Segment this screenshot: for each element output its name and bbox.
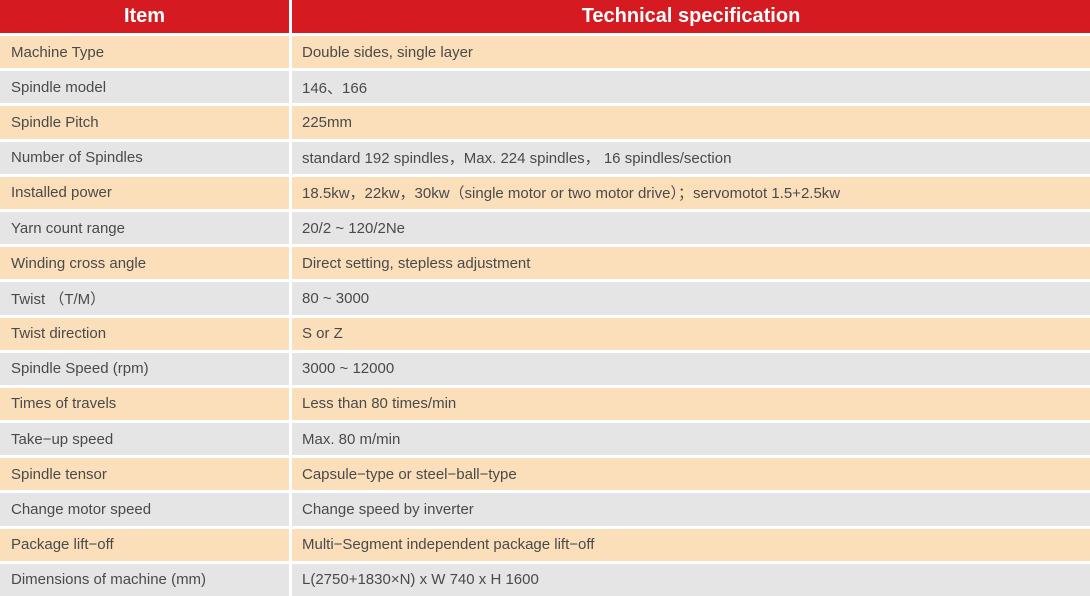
table-row: Change motor speed Change speed by inver… (0, 493, 1090, 526)
table-row: Winding cross angle Direct setting, step… (0, 247, 1090, 280)
spec-cell: S or Z (292, 317, 1090, 350)
header-item-cell: Item (0, 0, 289, 33)
item-cell: Installed power (0, 176, 289, 209)
table-row: Yarn count range 20/2 ~ 120/2Ne (0, 211, 1090, 245)
spec-cell: Change speed by inverter (292, 493, 1090, 526)
item-cell: Yarn count range (0, 211, 289, 245)
spec-cell: Max. 80 m/min (292, 423, 1090, 456)
table-row: Dimensions of machine (mm) L(2750+1830×N… (0, 563, 1090, 596)
spec-cell: 146、166 (292, 71, 1090, 104)
header-spec-cell: Technical specification (292, 0, 1090, 33)
spec-cell: Capsule−type or steel−ball−type (292, 458, 1090, 491)
spec-cell: Direct setting, stepless adjustment (292, 247, 1090, 280)
spec-cell: Double sides, single layer (292, 36, 1090, 69)
table-row: Spindle model 146、166 (0, 71, 1090, 104)
table-row: Spindle tensor Capsule−type or steel−bal… (0, 458, 1090, 491)
spec-cell: Multi−Segment independent package lift−o… (292, 528, 1090, 561)
table-body: Machine Type Double sides, single layer … (0, 33, 1090, 596)
spec-cell: 80 ~ 3000 (292, 282, 1090, 315)
spec-cell: 225mm (292, 106, 1090, 139)
table-row: Number of Spindles standard 192 spindles… (0, 141, 1090, 174)
table-row: Twist （T/M） 80 ~ 3000 (0, 282, 1090, 315)
table-header-row: Item Technical specification (0, 0, 1090, 33)
spec-cell: standard 192 spindles，Max. 224 spindles，… (292, 141, 1090, 174)
spec-cell: L(2750+1830×N) x W 740 x H 1600 (292, 563, 1090, 596)
item-cell: Spindle tensor (0, 458, 289, 491)
item-cell: Times of travels (0, 387, 289, 421)
item-cell: Take−up speed (0, 423, 289, 456)
table-row: Times of travels Less than 80 times/min (0, 387, 1090, 421)
spec-cell: 18.5kw，22kw，30kw（single motor or two mot… (292, 176, 1090, 209)
item-cell: Dimensions of machine (mm) (0, 563, 289, 596)
spec-cell: 3000 ~ 12000 (292, 352, 1090, 385)
table-row: Package lift−off Multi−Segment independe… (0, 528, 1090, 561)
item-cell: Package lift−off (0, 528, 289, 561)
table-row: Spindle Speed (rpm) 3000 ~ 12000 (0, 352, 1090, 385)
table-row: Twist direction S or Z (0, 317, 1090, 350)
item-cell: Machine Type (0, 36, 289, 69)
table-row: Take−up speed Max. 80 m/min (0, 423, 1090, 456)
item-cell: Number of Spindles (0, 141, 289, 174)
item-cell: Change motor speed (0, 493, 289, 526)
spec-cell: Less than 80 times/min (292, 387, 1090, 421)
item-cell: Winding cross angle (0, 247, 289, 280)
item-cell: Spindle Pitch (0, 106, 289, 139)
item-cell: Twist （T/M） (0, 282, 289, 315)
spec-cell: 20/2 ~ 120/2Ne (292, 211, 1090, 245)
item-cell: Twist direction (0, 317, 289, 350)
table-row: Spindle Pitch 225mm (0, 106, 1090, 139)
table-row: Machine Type Double sides, single layer (0, 36, 1090, 69)
table-row: Installed power 18.5kw，22kw，30kw（single … (0, 176, 1090, 209)
item-cell: Spindle Speed (rpm) (0, 352, 289, 385)
item-cell: Spindle model (0, 71, 289, 104)
